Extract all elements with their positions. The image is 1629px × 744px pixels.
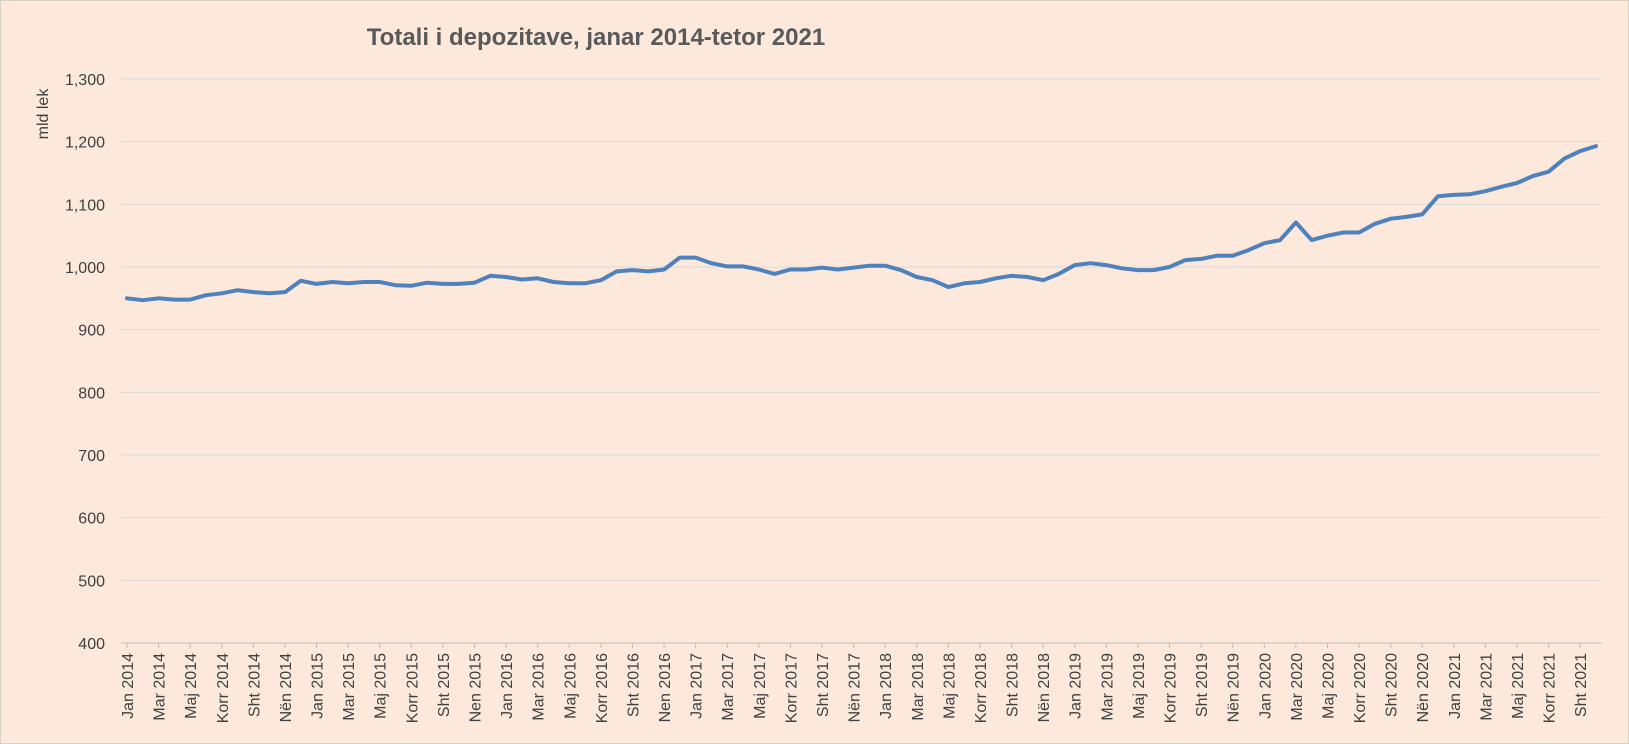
x-tick-label: Korr 2015 <box>404 653 421 723</box>
x-tick-label: Korr 2014 <box>215 653 232 723</box>
y-tick-label: 500 <box>78 573 105 590</box>
x-tick-label: Sht 2019 <box>1194 653 1211 717</box>
x-tick-label: Mar 2020 <box>1289 653 1306 721</box>
x-tick-label: Maj 2014 <box>183 653 200 719</box>
y-tick-label: 900 <box>78 323 105 340</box>
x-tick-label: Korr 2017 <box>783 653 800 723</box>
x-tick-label: Maj 2016 <box>562 653 579 719</box>
y-tick-label: 800 <box>78 385 105 402</box>
x-tick-label: Mar 2014 <box>152 653 169 721</box>
x-tick-label: Nen 2015 <box>468 653 485 722</box>
x-tick-label: Korr 2020 <box>1352 653 1369 723</box>
x-tick-label: Sht 2015 <box>436 653 453 717</box>
x-tick-label: Sht 2018 <box>1005 653 1022 717</box>
x-tick-label: Sht 2016 <box>625 653 642 717</box>
x-tick-label: Nen 2016 <box>657 653 674 722</box>
x-tick-label: Korr 2021 <box>1542 653 1559 723</box>
y-tick-label: 1,200 <box>65 135 105 152</box>
x-tick-label: Maj 2020 <box>1320 653 1337 719</box>
y-tick-label: 700 <box>78 448 105 465</box>
x-tick-label: Jan 2017 <box>689 653 706 719</box>
x-tick-label: Jan 2021 <box>1447 653 1464 719</box>
x-tick-label: Jan 2014 <box>120 653 137 719</box>
x-tick-label: Sht 2014 <box>246 653 263 717</box>
x-tick-label: Mar 2016 <box>531 653 548 721</box>
x-tick-label: Maj 2015 <box>373 653 390 719</box>
x-tick-label: Maj 2018 <box>941 653 958 719</box>
grid-lines <box>121 78 1602 644</box>
x-tick-label: Maj 2021 <box>1510 653 1527 719</box>
x-tick-label: Sht 2021 <box>1573 653 1590 717</box>
y-tick-label: 400 <box>78 636 105 653</box>
x-tick-label: Nën 2017 <box>847 653 864 722</box>
x-tick-label: Nën 2020 <box>1415 653 1432 722</box>
y-axis-label: mld lek <box>35 88 52 140</box>
y-axis-ticks: 1,300 1,200 1,100 1,000 900 800 700 600 500 400 <box>65 72 105 653</box>
x-axis-ticks: Jan 2014 Mar 2014 Maj 2014 Korr 2014 Sht 201… <box>120 643 1590 723</box>
x-tick-label: Jan 2019 <box>1068 653 1085 719</box>
x-tick-label: Mar 2015 <box>341 653 358 721</box>
x-tick-label: Nën 2014 <box>278 653 295 722</box>
series-line <box>125 144 1598 303</box>
x-tick-label: Jan 2020 <box>1257 653 1274 719</box>
x-tick-label: Korr 2018 <box>973 653 990 723</box>
chart-title: Totali i depozitave, janar 2014-tetor 20… <box>367 24 825 51</box>
x-tick-label: Nën 2018 <box>1036 653 1053 722</box>
x-tick-label: Sht 2020 <box>1384 653 1401 717</box>
x-tick-label: Mar 2019 <box>1099 653 1116 721</box>
x-tick-label: Maj 2019 <box>1131 653 1148 719</box>
x-tick-label: Jan 2015 <box>310 653 327 719</box>
x-tick-label: Mar 2017 <box>720 653 737 721</box>
y-tick-label: 1,300 <box>65 72 105 89</box>
x-tick-label: Nën 2019 <box>1226 653 1243 722</box>
x-tick-label: Maj 2017 <box>752 653 769 719</box>
x-tick-label: Jan 2018 <box>878 653 895 719</box>
series-layer <box>125 144 1598 303</box>
x-tick-label: Korr 2016 <box>594 653 611 723</box>
x-tick-label: Sht 2017 <box>815 653 832 717</box>
x-tick-label: Mar 2021 <box>1478 653 1495 721</box>
x-tick-label: Mar 2018 <box>910 653 927 721</box>
x-tick-label: Jan 2016 <box>499 653 516 719</box>
y-tick-label: 1,100 <box>65 197 105 214</box>
y-tick-label: 600 <box>78 511 105 528</box>
y-tick-label: 1,000 <box>65 260 105 277</box>
x-tick-label: Korr 2019 <box>1163 653 1180 723</box>
